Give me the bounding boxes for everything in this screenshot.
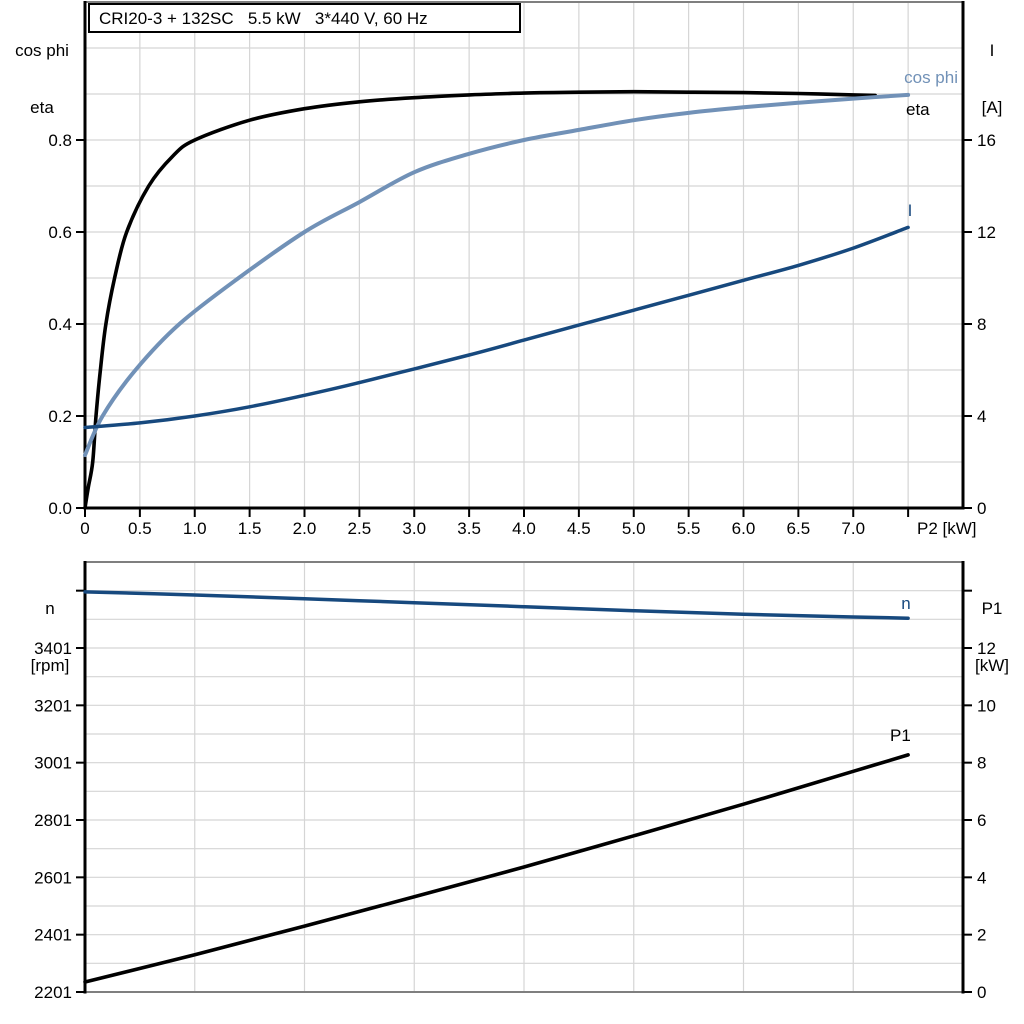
curves [83,89,911,510]
y-right-tick-label: 0 [977,499,986,518]
curves [83,590,910,984]
curve-i [83,225,910,430]
axis-label-speed-symbol: n [45,599,55,618]
y-left-tick-label: 0.6 [48,223,72,242]
axis-label-eta: eta [30,98,54,117]
x-tick-label: 0 [80,519,89,538]
tick-marks [76,589,972,993]
y-left-tick-label: 2801 [34,811,72,830]
curve-label-current: I [907,201,913,220]
curve-label-p1: P1 [890,726,911,745]
y-right-tick-label: 6 [977,811,986,830]
x-tick-label: 3.5 [457,519,481,538]
x-tick-label: 3.0 [402,519,426,538]
axis-label-p1-unit: [kW] [975,656,1009,675]
chart-speed-power: 2201 2401 2601 2801 3001 3201 3401 0 2 4 6 8 10 12 [34,561,996,1002]
gridlines [85,2,963,508]
y-right-tick-label: 0 [977,983,986,1002]
curve-n [83,590,910,620]
axis-label-current: I [A] [963,3,1021,155]
chart-title-box: CRI20-3 + 132SC 5.5 kW 3*440 V, 60 Hz [88,3,521,33]
y-left-tick-label: 0.8 [48,131,72,150]
y-left-tick-label: 3201 [34,696,72,715]
x-tick-label: 5.5 [677,519,701,538]
axis-label-speed-unit: [rpm] [30,656,70,675]
axis-label-current-unit: [A] [981,98,1003,117]
x-tick-label: 4.0 [512,519,536,538]
y-left-tick-label: 0.0 [48,499,72,518]
curve-label-cos-phi: cos phi [904,68,958,87]
y-right-tick-label: 12 [977,639,996,658]
x-tick-label: 6.5 [787,519,811,538]
curve-p1 [83,753,910,984]
axis-label-p1: P1 [kW] [962,561,1022,713]
y-right-tick-label: 4 [977,868,986,887]
axis-label-current-symbol: I [989,41,995,60]
curve-label-n: n [901,594,911,613]
curve-cos-phi [83,92,911,458]
y-left-tick-label: 0.4 [48,315,72,334]
x-tick-label: 1.5 [238,519,262,538]
tick-labels: 0.0 0.2 0.4 0.6 0.8 0 4 8 12 16 0 0.5 1.0 1.5 2.0 2.5 3.… [48,131,996,538]
chart-electrical: 0.0 0.2 0.4 0.6 0.8 0 4 8 12 16 0 0.5 1.0 1.5 2.0 2.5 3.… [48,1,996,538]
y-left-tick-label: 2201 [34,983,72,1002]
y-left-tick-label: 3001 [34,754,72,773]
y-right-tick-label: 16 [977,131,996,150]
x-tick-label: 1.0 [183,519,207,538]
curve-label-eta: eta [906,100,930,119]
x-tick-label: 2.0 [293,519,317,538]
gridlines [85,562,963,992]
y-right-tick-label: 12 [977,223,996,242]
axis-label-cos-phi: cos phi [15,41,69,60]
x-axis-title: P2 [kW] [917,519,977,538]
tick-labels: 2201 2401 2601 2801 3001 3201 3401 0 2 4 6 8 10 12 [34,639,996,1002]
y-right-tick-label: 8 [977,315,986,334]
x-tick-label: 2.5 [348,519,372,538]
y-right-tick-label: 2 [977,926,986,945]
y-right-tick-label: 4 [977,407,986,426]
y-left-tick-label: 2601 [34,868,72,887]
y-right-tick-label: 8 [977,754,986,773]
y-left-tick-label: 2401 [34,926,72,945]
x-tick-label: 4.5 [567,519,591,538]
x-tick-label: 0.5 [128,519,152,538]
x-tick-label: 6.0 [732,519,756,538]
curve-eta [83,89,877,510]
axis-label-speed: n [rpm] [7,561,93,713]
y-left-tick-label: 0.2 [48,407,72,426]
x-tick-label: 5.0 [622,519,646,538]
chart-title: CRI20-3 + 132SC 5.5 kW 3*440 V, 60 Hz [99,8,428,28]
y-right-tick-label: 10 [977,696,996,715]
x-tick-label: 7.0 [841,519,865,538]
y-left-tick-label: 3401 [34,639,72,658]
tick-marks [76,139,972,517]
axis-label-p1-symbol: P1 [981,599,1003,618]
axis-label-cosphi-eta: cos phi eta [0,3,84,155]
